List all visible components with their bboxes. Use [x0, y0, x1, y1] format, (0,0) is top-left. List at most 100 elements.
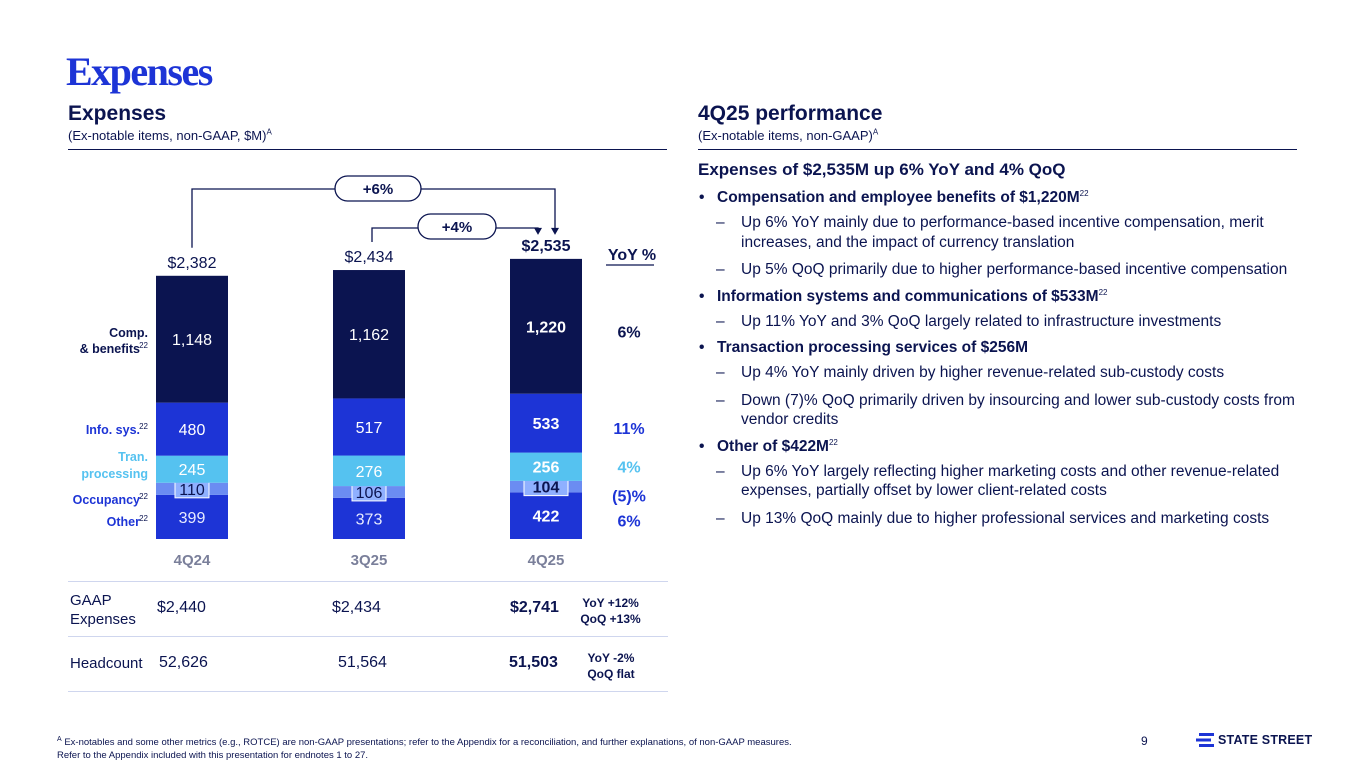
- yoy-value-occupancy: (5)%: [612, 489, 646, 506]
- comparison-label-plus4: +4%: [442, 219, 472, 236]
- bullet-dot: •: [699, 437, 705, 455]
- footnote-marker: A: [57, 736, 62, 743]
- expenses-subtitle-text: (Ex-notable items, non-GAAP, $M): [68, 128, 267, 143]
- gaap-value-3q25: $2,434: [332, 599, 381, 616]
- data-label-occupancy-3q25: 106: [356, 485, 383, 502]
- data-label-info-sys-3q25: 517: [356, 420, 383, 437]
- legend-info-sys: Info. sys.: [86, 423, 140, 437]
- bullet-other-text: Other of $422M: [717, 437, 829, 455]
- sub-compensation-qoq-text: Up 5% QoQ primarily due to higher perfor…: [741, 261, 1288, 278]
- headcount-value-3q25: 51,564: [338, 654, 387, 671]
- yoy-value-info-sys: 11%: [613, 421, 644, 438]
- sub-transaction-qoq-text: Down (7)% QoQ primarily driven by insour…: [741, 391, 1295, 429]
- expenses-section-rule: [68, 149, 667, 150]
- sub-info-systems: – Up 11% YoY and 3% QoQ largely related t…: [698, 312, 1308, 332]
- data-label-other-4q25: 422: [533, 509, 560, 526]
- sub-dash: –: [716, 261, 725, 278]
- sub-compensation-qoq: – Up 5% QoQ primarily due to higher perfo…: [698, 260, 1308, 280]
- bar-comp-benefits-4q24: [156, 275, 228, 403]
- data-label-info-sys-4q25: 533: [533, 416, 560, 433]
- footnote-line1: A Ex-notables and some other metrics (e.…: [57, 734, 792, 750]
- footnote: A Ex-notables and some other metrics (e.…: [57, 734, 792, 762]
- state-street-logo-icon: [1196, 733, 1214, 747]
- legend-comp-line2-sup: 22: [139, 341, 148, 350]
- gaap-note-yoy: YoY +12%: [582, 596, 639, 610]
- sub-dash: –: [716, 462, 725, 480]
- legend-other: Other: [107, 515, 140, 529]
- legend-tran-line2: processing: [81, 467, 148, 481]
- data-label-info-sys-4q24: 480: [179, 422, 206, 439]
- state-street-logo: STATE STREET: [1196, 733, 1312, 747]
- bullet-compensation: • Compensation and employee benefits of $…: [698, 189, 1308, 207]
- bullet-other-sup: 22: [828, 437, 838, 447]
- legend-other-sup: 22: [139, 514, 148, 523]
- category-label-4q25: 4Q25: [528, 552, 565, 569]
- category-label-4q24: 4Q24: [174, 552, 211, 569]
- data-label-tran-processing-4q25: 256: [533, 460, 560, 477]
- sub-dash: –: [716, 364, 725, 381]
- page-number: 9: [1141, 734, 1148, 748]
- bullet-dot: •: [699, 189, 705, 206]
- gaap-label-line2: Expenses: [70, 611, 136, 628]
- total-label-4q24: $2,382: [168, 255, 217, 272]
- bullet-transaction-processing: • Transaction processing services of $256…: [698, 339, 1308, 357]
- data-label-tran-processing-3q25: 276: [356, 464, 383, 481]
- gaap-note-qoq: QoQ +13%: [580, 612, 641, 626]
- sub-dash: –: [716, 214, 725, 231]
- state-street-logo-text: STATE STREET: [1218, 733, 1313, 747]
- data-label-comp-benefits-4q25: 1,220: [526, 319, 566, 336]
- yoy-value-comp-benefits: 6%: [617, 324, 640, 341]
- bar-info-sys-4q25: [510, 393, 582, 453]
- footnote-line1-text: Ex-notables and some other metrics (e.g.…: [64, 737, 792, 749]
- performance-subtitle-sup: A: [872, 127, 879, 137]
- sub-transaction-yoy-text: Up 4% YoY mainly driven by higher revenu…: [741, 364, 1225, 381]
- comparison-badge-plus6: [334, 175, 422, 202]
- sub-info-systems-text: Up 11% YoY and 3% QoQ largely related to…: [741, 312, 1222, 330]
- total-label-3q25: $2,434: [345, 249, 394, 266]
- headcount-change-note: YoY -2% QoQ flat: [576, 650, 646, 682]
- gaap-change-note: YoY +12% QoQ +13%: [573, 595, 648, 627]
- bar-other-4q24: [156, 494, 228, 539]
- legend-comp-line2: & benefits: [80, 342, 140, 356]
- sub-other-yoy: – Up 6% YoY largely reflecting higher mar…: [698, 462, 1308, 501]
- sub-compensation-yoy: – Up 6% YoY mainly due to performance-bas…: [698, 213, 1308, 252]
- bar-other-3q25: [333, 497, 405, 539]
- bar-tran-processing-3q25: [333, 455, 405, 487]
- sub-dash: –: [716, 391, 725, 409]
- expenses-subtitle-sup: A: [266, 127, 272, 137]
- data-label-occupancy-4q25: 104: [533, 480, 560, 497]
- bar-comp-benefits-3q25: [333, 270, 405, 399]
- bar-other-4q25: [510, 492, 582, 539]
- legend-occupancy-sup: 22: [139, 492, 148, 501]
- comparison-badge-plus4: [417, 213, 497, 240]
- headcount-note-yoy: YoY -2%: [587, 651, 635, 665]
- table-row-gaap-label: GAAP Expenses: [70, 591, 136, 629]
- expenses-section-subtitle: (Ex-notable items, non-GAAP, $M)A: [68, 128, 272, 143]
- legend-info-sys-sup: 22: [139, 422, 148, 431]
- bar-comp-benefits-4q25: [510, 258, 582, 394]
- bullet-compensation-sup: 22: [1079, 188, 1089, 198]
- data-label-comp-benefits-4q24: 1,148: [172, 332, 212, 349]
- sub-transaction-yoy: – Up 4% YoY mainly driven by higher reven…: [698, 363, 1308, 383]
- bullet-other: • Other of $422M22: [698, 438, 1308, 456]
- category-label-3q25: 3Q25: [351, 552, 388, 569]
- bullet-info-systems-sup: 22: [1098, 287, 1108, 297]
- table-rule-top: [68, 581, 668, 582]
- bullet-info-systems: • Information systems and communications …: [698, 288, 1308, 306]
- bar-tran-processing-4q25: [510, 452, 582, 481]
- sub-dash: –: [716, 509, 725, 527]
- connector-plus6-arrowhead: [551, 227, 559, 235]
- performance-headline: Expenses of $2,535M up 6% YoY and 4% QoQ: [698, 160, 1066, 179]
- page-title: Expenses: [66, 49, 213, 94]
- headcount-value-4q24: 52,626: [159, 654, 208, 671]
- gaap-value-4q24: $2,440: [157, 599, 206, 616]
- legend-occupancy: Occupancy: [73, 493, 140, 507]
- yoy-value-other: 6%: [617, 514, 640, 531]
- footnote-line2: Refer to the Appendix included with this…: [57, 749, 369, 761]
- gaap-value-4q25: $2,741: [510, 599, 559, 616]
- performance-commentary: Expenses of $2,535M up 6% YoY and 4% QoQ…: [698, 160, 1308, 536]
- headcount-label-line1: Headcount: [70, 655, 143, 672]
- performance-section-title: 4Q25 performance: [698, 102, 883, 125]
- data-label-other-3q25: 373: [356, 511, 383, 528]
